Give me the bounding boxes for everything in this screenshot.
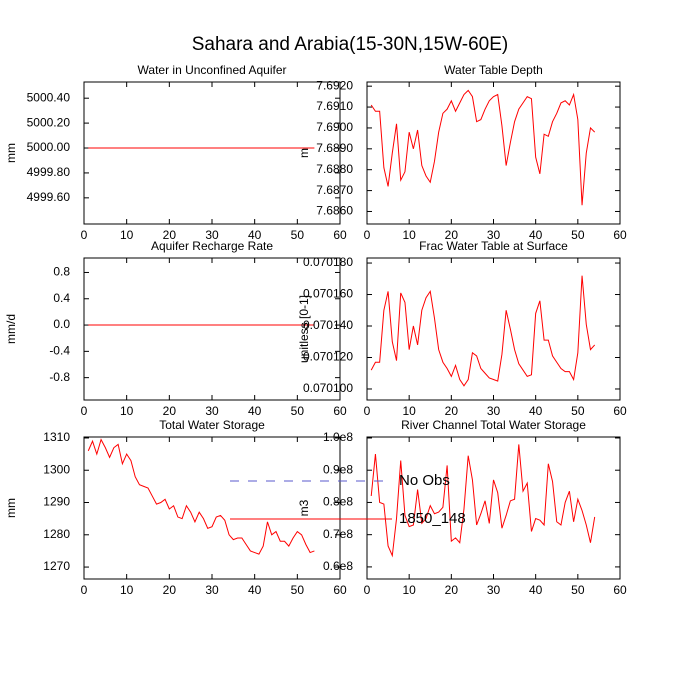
- y-axis-label: mm: [4, 143, 18, 163]
- y-tick-label: 0.070140: [303, 318, 353, 332]
- x-tick-label: 40: [529, 228, 543, 242]
- x-tick-label: 60: [613, 583, 627, 597]
- y-tick-label: -0.4: [49, 344, 70, 358]
- x-tick-label: 20: [445, 583, 459, 597]
- data-line: [370, 89, 596, 206]
- x-tick-label: 10: [402, 583, 416, 597]
- x-tick-label: 50: [571, 404, 585, 418]
- y-tick-label: 1270: [43, 559, 70, 573]
- legend-label: 1850_148: [399, 510, 466, 527]
- data-line: [370, 275, 596, 387]
- x-tick-label: 50: [291, 583, 305, 597]
- x-tick-label: 30: [205, 404, 219, 418]
- data-line: [370, 444, 596, 558]
- y-tick-label: 1280: [43, 527, 70, 541]
- y-tick-label: 0.4: [53, 291, 70, 305]
- y-tick-label: 0.070120: [303, 350, 353, 364]
- y-tick-label: 0.8e8: [323, 495, 353, 509]
- data-line: [87, 438, 315, 555]
- y-tick-label: 1300: [43, 462, 70, 476]
- x-tick-label: 0: [81, 404, 88, 418]
- y-tick-label: 5000.00: [27, 140, 71, 154]
- y-tick-label: 7.6880: [316, 162, 353, 176]
- x-tick-label: 20: [163, 583, 177, 597]
- y-tick-label: -0.8: [49, 370, 70, 384]
- y-tick-label: 1290: [43, 495, 70, 509]
- y-tick-label: 7.6920: [316, 78, 353, 92]
- x-tick-label: 30: [205, 228, 219, 242]
- x-tick-label: 60: [613, 228, 627, 242]
- x-tick-label: 40: [248, 583, 262, 597]
- y-tick-label: 7.6860: [316, 204, 353, 218]
- x-tick-label: 0: [81, 583, 88, 597]
- legend-label: No Obs: [399, 472, 450, 489]
- x-tick-label: 20: [445, 404, 459, 418]
- x-tick-label: 40: [529, 583, 543, 597]
- y-tick-label: 5000.40: [27, 90, 71, 104]
- plot-frame: [366, 436, 621, 580]
- y-tick-label: 0.070160: [303, 287, 353, 301]
- y-tick-label: 0.0: [53, 317, 70, 331]
- x-tick-label: 0: [364, 583, 371, 597]
- y-tick-label: 5000.20: [27, 115, 71, 129]
- x-tick-label: 0: [364, 228, 371, 242]
- y-axis-label: mm/d: [4, 314, 18, 344]
- x-tick-label: 10: [402, 404, 416, 418]
- x-tick-label: 60: [613, 404, 627, 418]
- x-tick-label: 20: [445, 228, 459, 242]
- y-axis-label: unitless [0-1]: [297, 295, 311, 363]
- y-tick-label: 4999.80: [27, 165, 71, 179]
- x-tick-label: 50: [571, 228, 585, 242]
- x-tick-label: 30: [487, 404, 501, 418]
- y-tick-label: 4999.60: [27, 190, 71, 204]
- panel-title: River Channel Total Water Storage: [401, 418, 586, 432]
- x-tick-label: 30: [487, 583, 501, 597]
- x-tick-label: 60: [333, 228, 347, 242]
- y-tick-label: 0.070180: [303, 255, 353, 269]
- x-tick-label: 50: [291, 404, 305, 418]
- x-tick-label: 0: [364, 404, 371, 418]
- y-tick-label: 0.6e8: [323, 559, 353, 573]
- x-tick-label: 30: [205, 583, 219, 597]
- x-tick-label: 10: [402, 228, 416, 242]
- panel-title: Total Water Storage: [159, 418, 265, 432]
- y-tick-label: 7.6900: [316, 120, 353, 134]
- figure-title: Sahara and Arabia(15-30N,15W-60E): [192, 34, 509, 55]
- y-tick-label: 0.7e8: [323, 527, 353, 541]
- x-tick-label: 20: [163, 228, 177, 242]
- y-tick-label: 7.6890: [316, 141, 353, 155]
- x-tick-label: 60: [333, 583, 347, 597]
- x-tick-label: 50: [571, 583, 585, 597]
- x-tick-label: 0: [81, 228, 88, 242]
- panel-title: Frac Water Table at Surface: [419, 239, 568, 253]
- y-tick-label: 7.6870: [316, 183, 353, 197]
- x-tick-label: 10: [120, 404, 134, 418]
- x-tick-label: 40: [248, 228, 262, 242]
- x-tick-label: 10: [120, 583, 134, 597]
- y-axis-label: m3: [297, 499, 311, 516]
- y-tick-label: 1.0e8: [323, 430, 353, 444]
- y-tick-label: 0.070100: [303, 381, 353, 395]
- y-tick-label: 0.8: [53, 265, 70, 279]
- panel-title: Aquifer Recharge Rate: [151, 239, 273, 253]
- x-tick-label: 60: [333, 404, 347, 418]
- y-axis-label: m: [297, 148, 311, 158]
- x-tick-label: 50: [291, 228, 305, 242]
- x-tick-label: 40: [529, 404, 543, 418]
- y-axis-label: mm: [4, 498, 18, 518]
- y-tick-label: 0.9e8: [323, 462, 353, 476]
- x-tick-label: 20: [163, 404, 177, 418]
- x-tick-label: 10: [120, 228, 134, 242]
- y-tick-label: 7.6910: [316, 99, 353, 113]
- x-tick-label: 30: [487, 228, 501, 242]
- x-tick-label: 40: [248, 404, 262, 418]
- y-tick-label: 1310: [43, 430, 70, 444]
- panel-title: Water Table Depth: [444, 63, 543, 77]
- panel-title: Water in Unconfined Aquifer: [138, 63, 287, 77]
